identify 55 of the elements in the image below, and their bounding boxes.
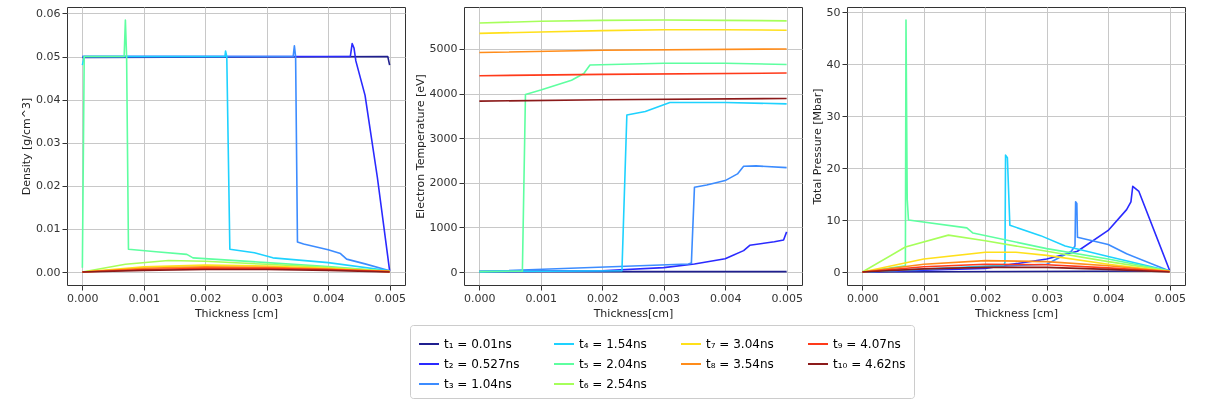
legend-label: t₁ = 0.01ns [444, 337, 512, 351]
y-tick-label: 0.06 [36, 6, 61, 20]
y-tick-label: 0.02 [36, 179, 61, 193]
legend-label: t₉ = 4.07ns [833, 337, 901, 351]
y-tick-label: 2000 [429, 176, 458, 190]
x-tick-label: 0.001 [128, 291, 161, 305]
x-tick-label: 0.000 [67, 291, 99, 305]
x-tick-label: 0.002 [587, 291, 619, 305]
y-axis-title: Electron Temperature [eV] [413, 74, 427, 219]
x-tick-label: 0.003 [1031, 291, 1063, 305]
y-tick-label: 0.04 [36, 93, 61, 107]
y-tick-label: 5000 [429, 42, 458, 56]
x-tick-label: 0.001 [908, 291, 941, 305]
y-tick-label: 0.03 [36, 136, 61, 150]
legend-label: t₆ = 2.54ns [579, 377, 647, 391]
x-tick-label: 0.002 [190, 291, 222, 305]
legend-label: t₃ = 1.04ns [444, 377, 512, 391]
y-tick-label: 20 [826, 161, 841, 175]
y-tick-label: 0.00 [36, 265, 61, 279]
y-tick-label: 0 [450, 265, 458, 279]
x-tick-label: 0.003 [251, 291, 283, 305]
x-tick-label: 0.004 [1092, 291, 1125, 305]
legend-label: t₂ = 0.527ns [444, 357, 520, 371]
x-tick-label: 0.002 [970, 291, 1002, 305]
y-tick-label: 0.01 [36, 222, 61, 236]
x-tick-label: 0.005 [374, 291, 406, 305]
y-tick-label: 0.05 [36, 50, 61, 64]
y-axis-title: Total Pressure [Mbar] [810, 88, 824, 206]
y-tick-label: 30 [826, 109, 841, 123]
y-tick-label: 50 [826, 5, 841, 19]
x-tick-label: 0.000 [847, 291, 879, 305]
legend-label: t₇ = 3.04ns [706, 337, 774, 351]
legend-label: t₅ = 2.04ns [579, 357, 647, 371]
x-axis-title: Thickness[cm] [592, 306, 674, 320]
y-tick-label: 1000 [429, 220, 458, 234]
x-tick-label: 0.001 [525, 291, 558, 305]
legend-label: t₈ = 3.54ns [706, 357, 774, 371]
legend-label: t₁₀ = 4.62ns [833, 357, 906, 371]
y-tick-label: 3000 [429, 131, 458, 145]
y-tick-label: 40 [826, 57, 841, 71]
x-tick-label: 0.003 [648, 291, 680, 305]
x-tick-label: 0.005 [1154, 291, 1186, 305]
x-axis-title: Thickness [cm] [193, 306, 279, 320]
y-axis-title: Density [g/cm^3] [20, 97, 34, 196]
x-tick-label: 0.000 [464, 291, 496, 305]
y-tick-label: 0 [833, 265, 841, 279]
x-tick-label: 0.004 [709, 291, 742, 305]
y-tick-label: 10 [826, 213, 841, 227]
y-tick-label: 4000 [429, 87, 458, 101]
line-series [861, 234, 1171, 273]
x-tick-label: 0.004 [312, 291, 345, 305]
x-axis-title: Thickness [cm] [973, 306, 1059, 320]
legend-label: t₄ = 1.54ns [579, 337, 647, 351]
x-tick-label: 0.005 [771, 291, 803, 305]
line-series [478, 62, 788, 273]
